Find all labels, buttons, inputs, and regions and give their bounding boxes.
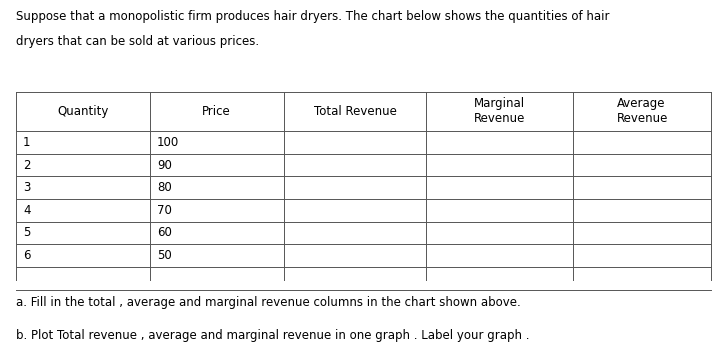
Text: dryers that can be sold at various prices.: dryers that can be sold at various price… bbox=[16, 35, 259, 48]
Text: 100: 100 bbox=[157, 136, 179, 149]
Text: 5: 5 bbox=[23, 227, 30, 239]
Text: 90: 90 bbox=[157, 159, 172, 172]
Text: Average
Revenue: Average Revenue bbox=[616, 97, 668, 125]
Text: 60: 60 bbox=[157, 227, 172, 239]
Text: 1: 1 bbox=[23, 136, 30, 149]
Text: 80: 80 bbox=[157, 181, 171, 194]
Text: a. Fill in the total , average and marginal revenue columns in the chart shown a: a. Fill in the total , average and margi… bbox=[16, 296, 521, 309]
Text: 50: 50 bbox=[157, 249, 171, 262]
Text: 3: 3 bbox=[23, 181, 30, 194]
Text: Total Revenue: Total Revenue bbox=[313, 105, 397, 118]
Text: Marginal
Revenue: Marginal Revenue bbox=[474, 97, 526, 125]
Text: Suppose that a monopolistic firm produces hair dryers. The chart below shows the: Suppose that a monopolistic firm produce… bbox=[16, 10, 609, 23]
Text: 2: 2 bbox=[23, 159, 30, 172]
Text: 4: 4 bbox=[23, 204, 30, 217]
Text: 70: 70 bbox=[157, 204, 172, 217]
Text: 6: 6 bbox=[23, 249, 30, 262]
Text: Quantity: Quantity bbox=[57, 105, 109, 118]
Text: b. Plot Total revenue , average and marginal revenue in one graph . Label your g: b. Plot Total revenue , average and marg… bbox=[16, 329, 529, 342]
Text: Price: Price bbox=[202, 105, 231, 118]
